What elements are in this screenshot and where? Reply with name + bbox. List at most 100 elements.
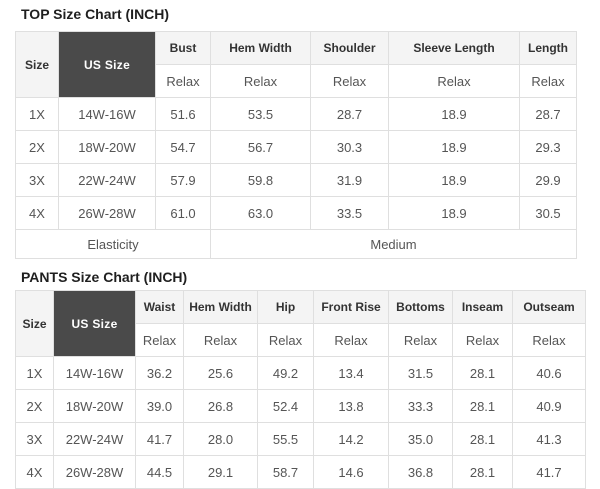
table-cell: 61.0	[155, 196, 211, 230]
col-header-inseam: Inseam	[452, 290, 513, 324]
col-header-hem-width: Hem Width	[210, 31, 311, 65]
table-cell: 40.9	[512, 389, 586, 423]
table-cell: 39.0	[135, 389, 184, 423]
fit-cell: Relax	[388, 64, 520, 98]
fit-cell: Relax	[519, 64, 577, 98]
table-cell: 14.6	[313, 455, 389, 489]
size-cell: 2X	[15, 130, 59, 164]
table-cell: 56.7	[210, 130, 311, 164]
fit-cell: Relax	[313, 323, 389, 357]
table-cell: 31.9	[310, 163, 389, 197]
table-cell: 41.7	[135, 422, 184, 456]
col-header-us-size: US Size	[53, 290, 136, 357]
table-cell: 36.8	[388, 455, 453, 489]
table-cell: 33.3	[388, 389, 453, 423]
table-cell: 18.9	[388, 130, 520, 164]
fit-cell: Relax	[388, 323, 453, 357]
table-cell: 41.7	[512, 455, 586, 489]
pants-size-table: Size US Size Waist Hem Width Hip Front R…	[15, 290, 586, 489]
size-cell: 3X	[15, 422, 54, 456]
col-header-shoulder: Shoulder	[310, 31, 389, 65]
col-header-bust: Bust	[155, 31, 211, 65]
table-cell: 28.7	[310, 97, 389, 131]
col-header-hem-width: Hem Width	[183, 290, 258, 324]
col-header-bottoms: Bottoms	[388, 290, 453, 324]
us-size-cell: 18W-20W	[53, 389, 136, 423]
table-row: 2X 18W-20W 39.0 26.8 52.4 13.8 33.3 28.1…	[15, 389, 586, 423]
size-cell: 1X	[15, 356, 54, 390]
top-fit-row: Relax Relax Relax Relax Relax	[16, 64, 577, 98]
col-header-size: Size	[15, 31, 59, 98]
table-cell: 28.0	[183, 422, 258, 456]
top-size-table: Size US Size Bust Hem Width Shoulder Sle…	[15, 31, 577, 259]
table-row: 3X 22W-24W 41.7 28.0 55.5 14.2 35.0 28.1…	[15, 422, 586, 456]
fit-cell: Relax	[155, 64, 211, 98]
fit-cell: Relax	[135, 323, 184, 357]
table-cell: 29.1	[183, 455, 258, 489]
table-cell: 40.6	[512, 356, 586, 390]
table-row: 1X 14W-16W 36.2 25.6 49.2 13.4 31.5 28.1…	[15, 356, 586, 390]
table-cell: 30.3	[310, 130, 389, 164]
col-header-hip: Hip	[257, 290, 314, 324]
us-size-cell: 18W-20W	[58, 130, 156, 164]
us-size-cell: 14W-16W	[58, 97, 156, 131]
table-cell: 54.7	[155, 130, 211, 164]
fit-cell: Relax	[257, 323, 314, 357]
table-cell: 63.0	[210, 196, 311, 230]
col-header-sleeve-length: Sleeve Length	[388, 31, 520, 65]
table-row: 4X 26W-28W 44.5 29.1 58.7 14.6 36.8 28.1…	[15, 455, 586, 489]
col-header-outseam: Outseam	[512, 290, 586, 324]
us-size-cell: 22W-24W	[58, 163, 156, 197]
size-cell: 2X	[15, 389, 54, 423]
table-cell: 36.2	[135, 356, 184, 390]
us-size-cell: 14W-16W	[53, 356, 136, 390]
table-cell: 18.9	[388, 196, 520, 230]
table-cell: 51.6	[155, 97, 211, 131]
us-size-cell: 26W-28W	[53, 455, 136, 489]
fit-cell: Relax	[183, 323, 258, 357]
table-cell: 55.5	[257, 422, 314, 456]
elasticity-value-cell: Medium	[210, 229, 577, 259]
table-cell: 25.6	[183, 356, 258, 390]
table-cell: 49.2	[257, 356, 314, 390]
col-header-size: Size	[15, 290, 54, 357]
table-cell: 33.5	[310, 196, 389, 230]
table-cell: 14.2	[313, 422, 389, 456]
us-size-cell: 22W-24W	[53, 422, 136, 456]
table-cell: 13.8	[313, 389, 389, 423]
size-cell: 3X	[15, 163, 59, 197]
col-header-length: Length	[519, 31, 577, 65]
top-header-row: Size US Size Bust Hem Width Shoulder Sle…	[15, 31, 577, 98]
size-cell: 4X	[15, 455, 54, 489]
table-cell: 29.3	[519, 130, 577, 164]
table-cell: 18.9	[388, 163, 520, 197]
table-cell: 57.9	[155, 163, 211, 197]
table-cell: 26.8	[183, 389, 258, 423]
pants-header-row: Size US Size Waist Hem Width Hip Front R…	[15, 290, 586, 357]
table-cell: 31.5	[388, 356, 453, 390]
table-cell: 28.1	[452, 356, 513, 390]
table-cell: 58.7	[257, 455, 314, 489]
table-cell: 28.1	[452, 422, 513, 456]
table-cell: 18.9	[388, 97, 520, 131]
table-cell: 44.5	[135, 455, 184, 489]
col-header-us-size: US Size	[58, 31, 156, 98]
pants-fit-row: Relax Relax Relax Relax Relax Relax Rela…	[16, 323, 586, 357]
us-size-cell: 26W-28W	[58, 196, 156, 230]
fit-cell: Relax	[452, 323, 513, 357]
col-header-front-rise: Front Rise	[313, 290, 389, 324]
table-cell: 35.0	[388, 422, 453, 456]
table-cell: 28.7	[519, 97, 577, 131]
elasticity-row: Elasticity Medium	[15, 229, 577, 259]
fit-cell: Relax	[310, 64, 389, 98]
table-cell: 28.1	[452, 389, 513, 423]
pants-chart-title: PANTS Size Chart (INCH)	[21, 269, 188, 285]
table-row: 2X 18W-20W 54.7 56.7 30.3 18.9 29.3	[15, 130, 577, 164]
fit-cell: Relax	[210, 64, 311, 98]
table-row: 1X 14W-16W 51.6 53.5 28.7 18.9 28.7	[15, 97, 577, 131]
table-cell: 59.8	[210, 163, 311, 197]
table-row: 3X 22W-24W 57.9 59.8 31.9 18.9 29.9	[15, 163, 577, 197]
table-cell: 52.4	[257, 389, 314, 423]
fit-cell: Relax	[512, 323, 586, 357]
